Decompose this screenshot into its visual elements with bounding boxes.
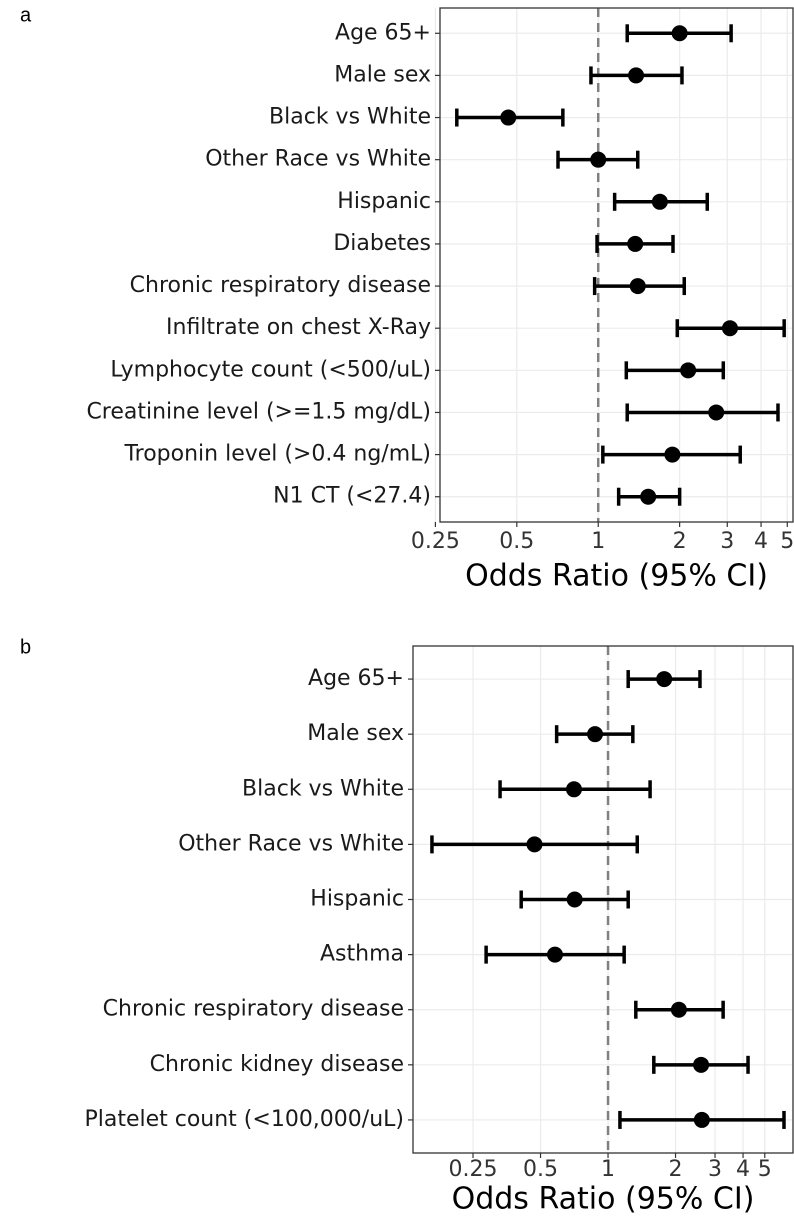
point-estimate (566, 891, 583, 908)
point-estimate (693, 1111, 710, 1128)
y-tick-label: Chronic respiratory disease (130, 273, 431, 298)
point-estimate (628, 67, 645, 84)
x-tick-label: 0.25 (449, 1157, 498, 1182)
y-tick-label: Lymphocyte count (<500/uL) (110, 357, 431, 382)
panel-label: b (20, 636, 31, 658)
x-tick-label: 4 (736, 1157, 750, 1182)
point-estimate (500, 109, 517, 126)
y-tick-label: Diabetes (333, 231, 431, 256)
y-tick-label: Creatinine level (>=1.5 mg/dL) (86, 399, 431, 424)
x-tick-label: 1 (591, 529, 605, 554)
y-tick-label: Troponin level (>0.4 ng/mL) (123, 442, 431, 467)
y-tick-label: Hispanic (337, 189, 431, 214)
x-tick-label: 1 (601, 1157, 615, 1182)
point-estimate (526, 836, 543, 853)
point-estimate (629, 278, 646, 295)
y-tick-label: Other Race vs White (205, 147, 431, 172)
y-tick-label: Black vs White (242, 776, 404, 801)
y-tick-label: Age 65+ (335, 20, 431, 45)
point-estimate (565, 781, 582, 798)
point-estimate (656, 671, 673, 688)
point-estimate (590, 151, 607, 168)
panel-label: a (20, 4, 32, 26)
x-tick-label: 3 (720, 529, 734, 554)
y-tick-label: Platelet count (<100,000/uL) (84, 1107, 404, 1132)
point-estimate (664, 446, 681, 463)
point-estimate (721, 320, 738, 337)
y-tick-label: Hispanic (310, 887, 404, 912)
x-tick-label: 2 (669, 1157, 683, 1182)
plot-background (440, 8, 793, 522)
y-tick-label: Black vs White (269, 105, 431, 130)
point-estimate (671, 25, 688, 42)
x-tick-label: 0.5 (523, 1157, 558, 1182)
x-tick-label: 0.25 (411, 529, 460, 554)
point-estimate (546, 946, 563, 963)
x-tick-label: 3 (708, 1157, 722, 1182)
point-estimate (670, 1001, 687, 1018)
x-axis-title: Odds Ratio (95% CI) (452, 1182, 755, 1217)
plot-border (412, 645, 794, 1154)
point-estimate (627, 235, 644, 252)
point-estimate (708, 404, 725, 421)
x-tick-label: 4 (754, 529, 768, 554)
y-tick-label: Chronic respiratory disease (103, 997, 404, 1022)
x-tick-label: 0.5 (499, 529, 534, 554)
x-tick-label: 5 (780, 529, 794, 554)
y-tick-label: N1 CT (<27.4) (273, 484, 431, 509)
point-estimate (693, 1056, 710, 1073)
y-tick-label: Other Race vs White (178, 831, 404, 856)
point-estimate (640, 488, 657, 505)
x-tick-label: 5 (758, 1157, 772, 1182)
y-tick-label: Age 65+ (308, 666, 404, 691)
point-estimate (680, 362, 697, 379)
x-axis-title: Odds Ratio (95% CI) (465, 559, 768, 594)
y-tick-label: Male sex (307, 721, 404, 746)
y-tick-label: Infiltrate on chest X-Ray (166, 315, 431, 340)
x-tick-label: 2 (673, 529, 687, 554)
plot-border (439, 7, 794, 523)
point-estimate (587, 726, 604, 743)
y-tick-label: Male sex (334, 62, 431, 87)
point-estimate (651, 193, 668, 210)
y-tick-label: Chronic kidney disease (150, 1052, 404, 1077)
y-tick-label: Asthma (320, 942, 404, 967)
